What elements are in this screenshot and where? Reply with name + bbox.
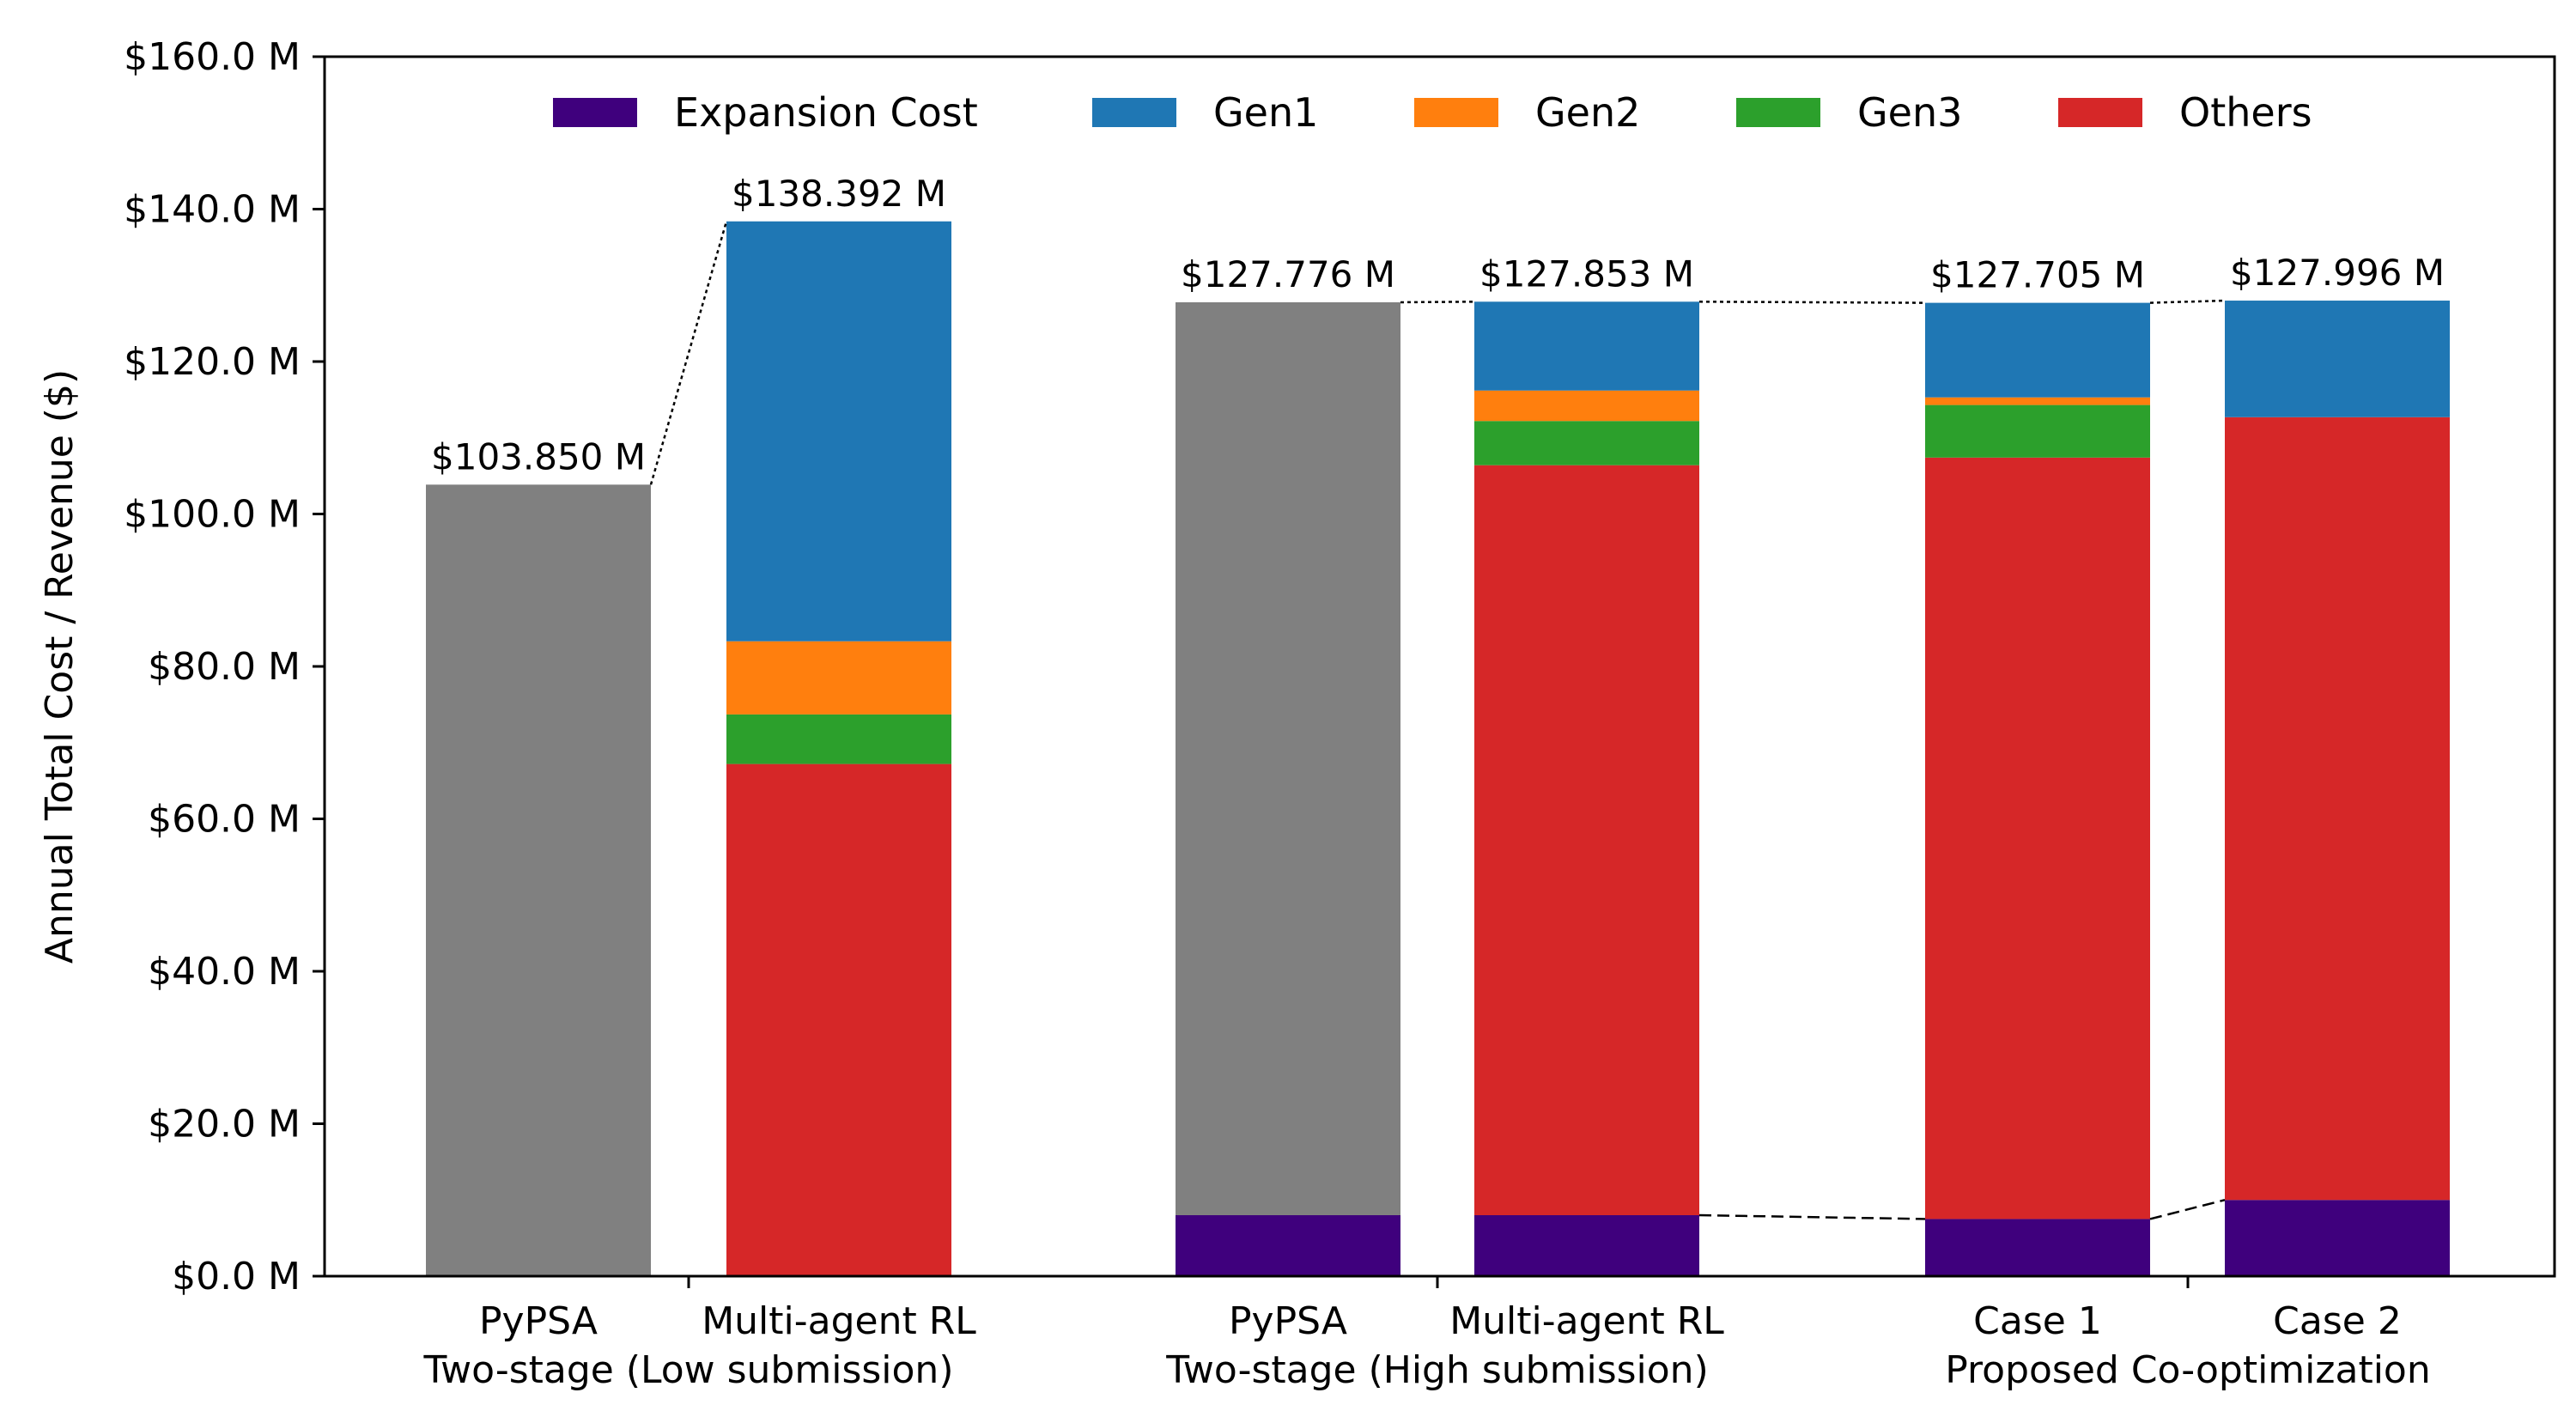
bar-segment-expansion-cost-4 [1925,1219,2150,1276]
y-tick-label: $140.0 M [124,188,301,232]
plot-frame [323,55,2556,1278]
bar-segment-pypsa-total-0 [426,484,651,1276]
y-tick-label: $40.0 M [148,950,301,994]
connector-line-total [2149,299,2226,304]
labels-layer: $103.850 M $138.392 M $127.776 M $127.853 M… [38,35,2445,1392]
x-tick-label: PyPSA [479,1299,598,1343]
axes-layer [313,55,2556,1288]
connectors-layer [649,221,2226,1220]
y-tick-label: $60.0 M [148,798,301,842]
bar-segment-gen2-1 [726,641,951,715]
bar-segment-expansion-cost-5 [2225,1200,2450,1276]
bar-total-label: $138.392 M [732,173,946,215]
legend-swatch-gen1 [1092,98,1176,127]
y-tick-label: $120.0 M [124,340,301,384]
y-tick-label: $20.0 M [148,1103,301,1146]
legend-swatch-expansion-cost [553,98,637,127]
legend: Expansion Cost Gen1 Gen2 Gen3 Others [553,89,2312,136]
bar-segment-gen1-5 [2225,301,2450,417]
connector-line-expansion [2149,1199,2226,1220]
bars-layer [426,221,2450,1276]
legend-label-gen2: Gen2 [1535,89,1640,136]
bar-segment-gen3-1 [726,714,951,764]
y-tick-label: $0.0 M [172,1255,301,1298]
legend-label-others: Others [2179,89,2312,136]
connector-line-total [1400,301,1475,304]
bar-segment-pypsa-total-2 [1176,301,1400,1215]
connector-line-expansion [1698,1213,1926,1220]
bar-total-label: $127.853 M [1479,252,1694,295]
x-tick-label: Case 1 [1973,1299,2102,1343]
bar-segment-others-5 [2225,417,2450,1201]
bar-segment-others-4 [1925,457,2150,1219]
x-group-label: Two-stage (High submission) [1165,1348,1708,1392]
bar-total-label: $103.850 M [431,435,646,477]
x-group-label: Two-stage (Low submission) [423,1348,954,1392]
x-group-label: Proposed Co-optimization [1945,1348,2430,1392]
legend-label-gen1: Gen1 [1213,89,1318,136]
bar-segment-others-1 [726,763,951,1276]
x-tick-label: PyPSA [1229,1299,1347,1343]
bar-segment-gen2-3 [1474,390,1699,422]
y-tick-label: $160.0 M [124,35,301,79]
legend-swatch-others [2058,98,2142,127]
bar-segment-gen3-4 [1925,404,2150,458]
bar-segment-gen3-3 [1474,421,1699,465]
bar-segment-expansion-cost-2 [1176,1215,1400,1276]
legend-label-expansion-cost: Expansion Cost [674,89,978,136]
legend-swatch-gen2 [1414,98,1498,127]
bar-segment-gen1-1 [726,221,951,642]
connector-line-total [649,221,728,485]
x-tick-label: Multi-agent RL [1449,1299,1724,1343]
bar-total-label: $127.705 M [1930,254,2145,296]
legend-label-gen3: Gen3 [1857,89,1962,136]
bar-total-label: $127.776 M [1181,253,1395,295]
bar-segment-others-3 [1474,465,1699,1215]
bar-total-label: $127.996 M [2230,252,2445,294]
x-tick-label: Case 2 [2273,1299,2402,1343]
y-tick-label: $100.0 M [124,493,301,537]
bar-segment-expansion-cost-3 [1474,1215,1699,1276]
x-tick-label: Multi-agent RL [702,1299,976,1343]
bar-segment-gen1-4 [1925,302,2150,398]
bar-segment-gen1-3 [1474,301,1699,391]
bar-segment-gen2-4 [1925,397,2150,405]
legend-swatch-gen3 [1736,98,1820,127]
y-tick-label: $80.0 M [148,645,301,689]
y-axis-title: Annual Total Cost / Revenue ($) [38,369,82,964]
connector-line-total [1698,301,1926,304]
